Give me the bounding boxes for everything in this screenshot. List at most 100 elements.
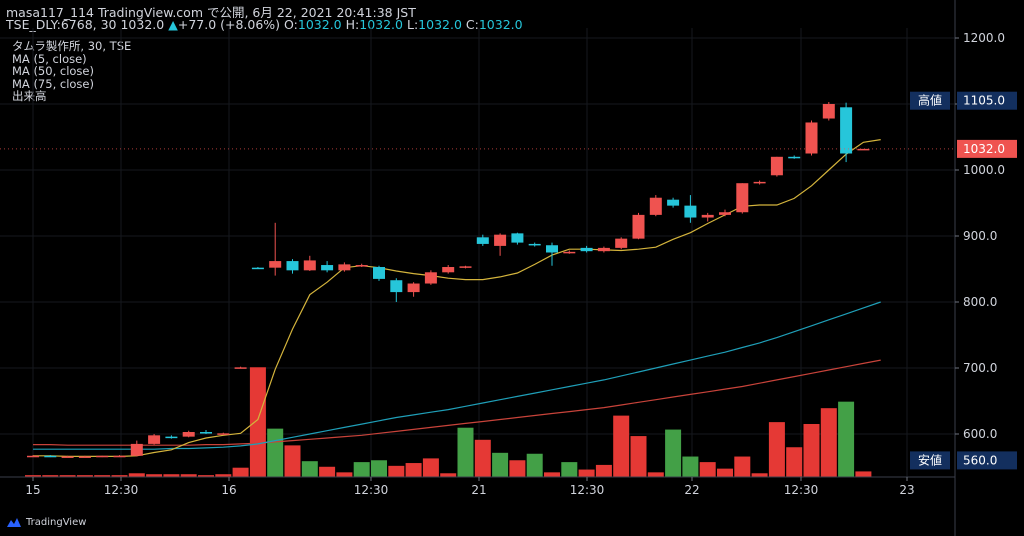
candle bbox=[770, 156, 783, 177]
candle-body bbox=[217, 433, 230, 435]
close-label: C: bbox=[465, 17, 479, 32]
candle bbox=[719, 209, 731, 217]
volume-bar bbox=[215, 474, 232, 477]
volume-bar bbox=[509, 460, 526, 477]
volume-bar bbox=[820, 408, 837, 477]
candle bbox=[27, 455, 39, 458]
candle bbox=[667, 197, 680, 208]
candle bbox=[563, 250, 576, 254]
candle bbox=[373, 265, 385, 281]
candle-body bbox=[857, 148, 870, 151]
volume-bar bbox=[59, 475, 76, 477]
legend-volume[interactable]: 出来高 bbox=[12, 89, 47, 103]
volume-bars bbox=[25, 367, 872, 477]
candle-body bbox=[632, 214, 645, 239]
volume-bar bbox=[734, 456, 751, 477]
candle-body bbox=[407, 283, 420, 293]
candle-body bbox=[736, 183, 749, 213]
candle bbox=[338, 262, 351, 272]
volume-bar bbox=[768, 422, 785, 477]
candle bbox=[597, 246, 610, 253]
candle bbox=[753, 180, 766, 185]
candle bbox=[649, 195, 662, 217]
high-label: H: bbox=[345, 17, 360, 32]
candle bbox=[200, 430, 212, 434]
close-value: 1032.0 bbox=[478, 17, 523, 32]
candle bbox=[701, 212, 714, 222]
candle bbox=[286, 259, 299, 274]
volume-bar bbox=[146, 474, 163, 477]
low-name-tag bbox=[910, 451, 950, 470]
volume-bar bbox=[717, 468, 733, 477]
candle bbox=[217, 432, 230, 435]
high-name-tag bbox=[910, 91, 950, 110]
volume-bar bbox=[803, 423, 820, 477]
grid bbox=[0, 28, 955, 477]
candle-body bbox=[667, 199, 680, 206]
candle-body bbox=[286, 261, 299, 271]
x-tick-label: 15 bbox=[25, 483, 40, 497]
candle bbox=[459, 265, 472, 269]
y-tick-label: 600.0 bbox=[963, 427, 997, 441]
legend-ma75[interactable]: MA (75, close) bbox=[12, 76, 94, 91]
candle bbox=[511, 232, 524, 245]
volume-bar bbox=[440, 473, 457, 477]
candle bbox=[632, 212, 645, 240]
volume-bar bbox=[388, 465, 405, 477]
candle-body bbox=[580, 247, 593, 252]
change-arrow: ▲ bbox=[168, 17, 178, 32]
last-price: 1032.0 bbox=[120, 17, 165, 32]
candle bbox=[424, 270, 437, 285]
volume-bar bbox=[578, 469, 595, 477]
candle bbox=[182, 430, 195, 438]
candle bbox=[96, 455, 109, 458]
candle-body bbox=[96, 455, 109, 458]
candle bbox=[61, 455, 74, 458]
candle-body bbox=[805, 122, 818, 154]
candle bbox=[44, 455, 57, 458]
candle bbox=[840, 102, 853, 163]
header-published: masa117_114 TradingView.com で公開, 6月 22, … bbox=[6, 5, 416, 20]
y-tick-label: 1000.0 bbox=[963, 163, 1005, 177]
candle bbox=[788, 155, 801, 159]
volume-bar bbox=[42, 475, 59, 477]
volume-bar bbox=[198, 475, 214, 477]
candle bbox=[390, 278, 403, 302]
candle-body bbox=[840, 107, 853, 154]
high-value-label: 1105.0 bbox=[963, 94, 1005, 108]
tradingview-logo-icon bbox=[7, 518, 21, 527]
x-tick-label: 16 bbox=[221, 483, 236, 497]
candle-body bbox=[338, 264, 351, 271]
candle-body bbox=[78, 456, 91, 458]
candle bbox=[234, 366, 247, 369]
moving-averages bbox=[33, 139, 881, 457]
volume-bar bbox=[699, 462, 716, 477]
candle-body bbox=[701, 214, 714, 218]
candle bbox=[476, 234, 489, 246]
volume-bar bbox=[561, 462, 578, 477]
x-tick-label: 12:30 bbox=[784, 483, 819, 497]
legend-symbol[interactable]: タムラ製作所, 30, TSE bbox=[12, 39, 132, 53]
candle-body bbox=[321, 265, 334, 271]
candle-body bbox=[44, 455, 57, 458]
volume-bar bbox=[405, 463, 422, 477]
candle bbox=[251, 267, 264, 270]
volume-bar bbox=[492, 452, 509, 477]
legend-ma50[interactable]: MA (50, close) bbox=[12, 64, 94, 78]
volume-bar bbox=[163, 474, 180, 477]
candle bbox=[148, 434, 161, 445]
legend-ma5[interactable]: MA (5, close) bbox=[12, 51, 87, 66]
low-value-label: 560.0 bbox=[963, 453, 997, 467]
candle-body bbox=[390, 280, 403, 293]
volume-bar bbox=[786, 447, 803, 477]
volume-bar bbox=[319, 466, 336, 477]
candle-body bbox=[494, 234, 507, 246]
candle-body bbox=[424, 272, 437, 284]
candle-body bbox=[476, 237, 489, 244]
volume-bar bbox=[353, 462, 370, 477]
low-label: L: bbox=[406, 17, 419, 32]
last-price-tag-label: 1032.0 bbox=[963, 142, 1005, 156]
y-tick-label: 700.0 bbox=[963, 361, 997, 375]
